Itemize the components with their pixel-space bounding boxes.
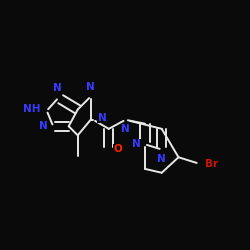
Text: N: N (86, 82, 95, 92)
Text: N: N (98, 113, 107, 123)
Text: N: N (121, 124, 130, 134)
Text: O: O (114, 144, 123, 154)
Text: N: N (157, 154, 166, 164)
Text: N: N (53, 83, 62, 93)
Text: Br: Br (205, 159, 218, 169)
Text: NH: NH (23, 104, 40, 114)
Text: N: N (132, 139, 140, 149)
Text: N: N (39, 121, 48, 131)
